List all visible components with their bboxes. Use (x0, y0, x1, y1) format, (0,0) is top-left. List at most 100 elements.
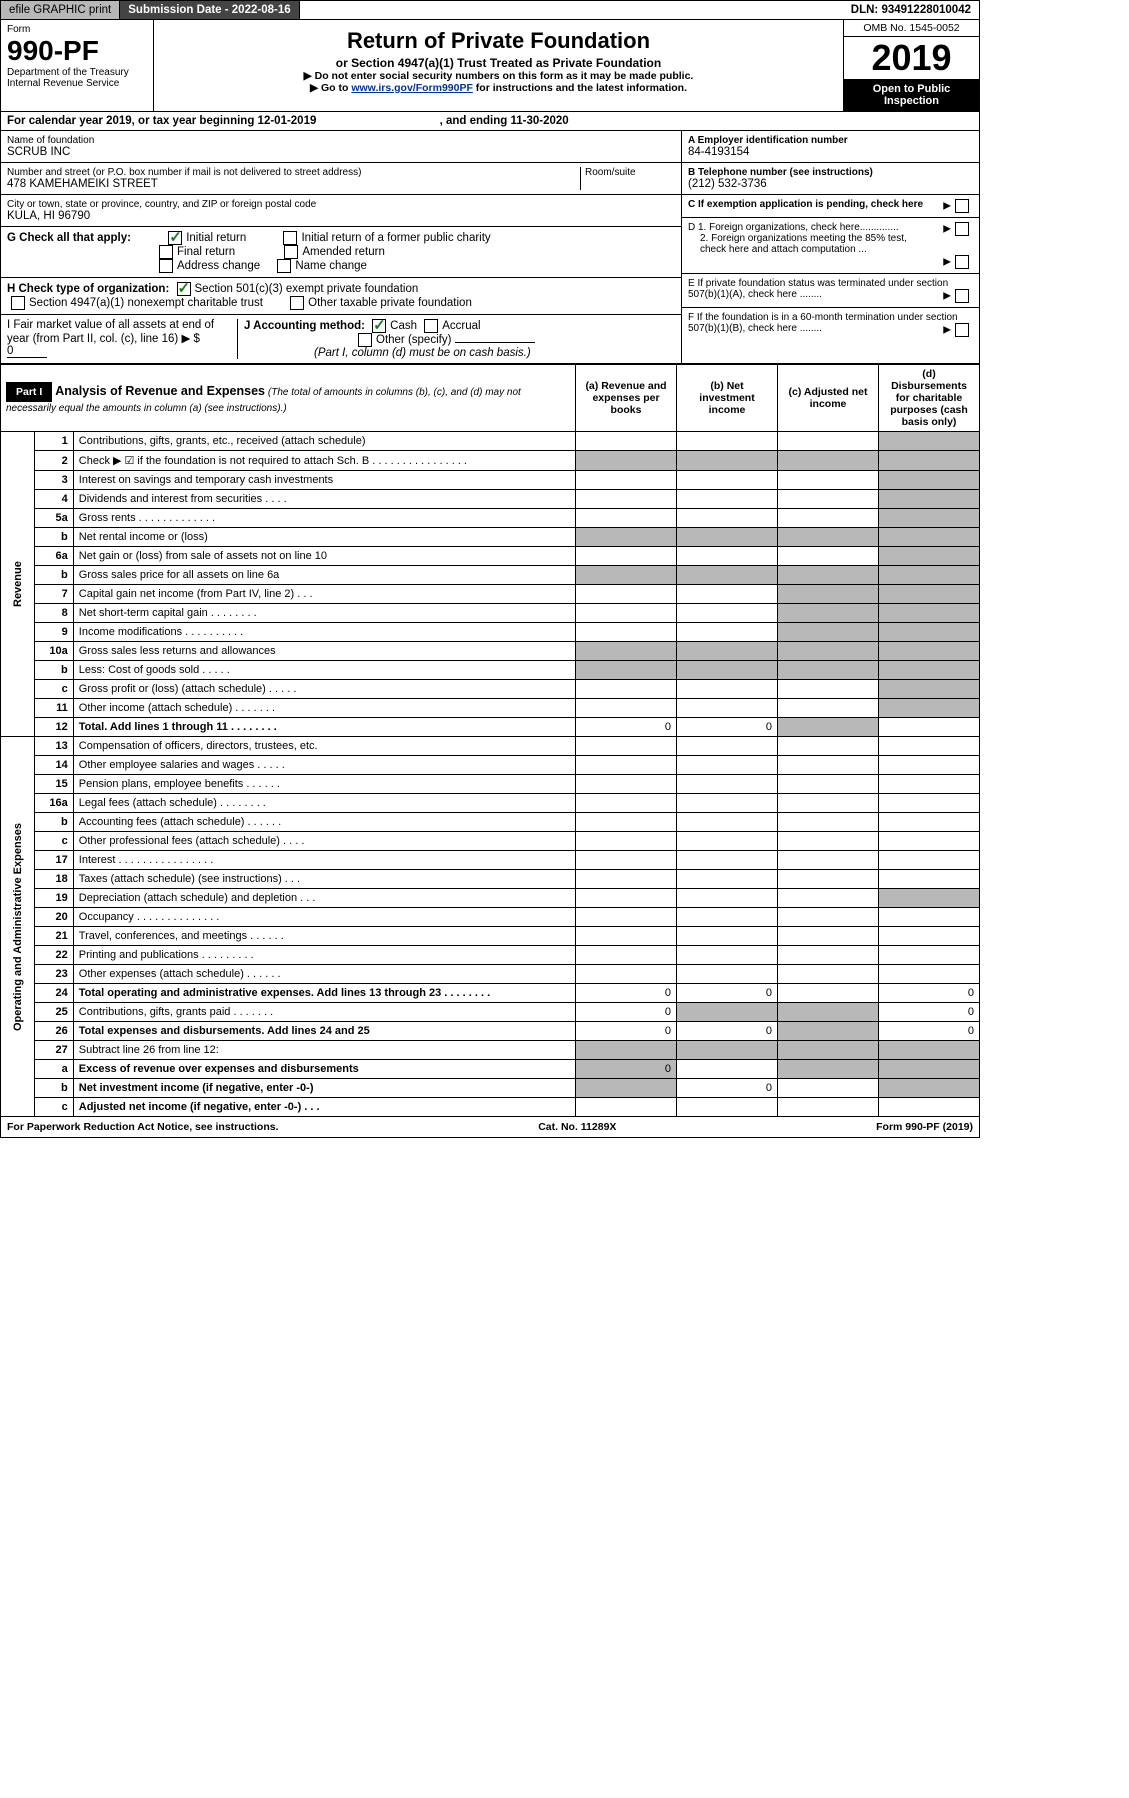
line-number: c (34, 1098, 73, 1117)
initial-former-checkbox[interactable] (283, 231, 297, 245)
cell-b (677, 1098, 778, 1117)
cell-c (778, 699, 879, 718)
line-number: c (34, 680, 73, 699)
amended-return-checkbox[interactable] (284, 245, 298, 259)
line-description: Occupancy . . . . . . . . . . . . . . (73, 908, 575, 927)
cell-c (778, 528, 879, 547)
accrual-checkbox[interactable] (424, 319, 438, 333)
cell-d (879, 509, 980, 528)
cash-checkbox[interactable] (372, 319, 386, 333)
cell-d (879, 718, 980, 737)
cell-b (677, 528, 778, 547)
line-number: b (34, 813, 73, 832)
cell-b (677, 832, 778, 851)
cell-c (778, 623, 879, 642)
cell-b (677, 870, 778, 889)
cell-c (778, 1022, 879, 1041)
i-label: I Fair market value of all assets at end… (7, 319, 214, 345)
form-subtitle: or Section 4947(a)(1) Trust Treated as P… (160, 56, 837, 70)
cell-a (576, 946, 677, 965)
cell-d (879, 566, 980, 585)
501c3-checkbox[interactable] (177, 282, 191, 296)
opt-former: Initial return of a former public charit… (301, 232, 490, 244)
j-cash: Cash (390, 320, 417, 332)
cell-d (879, 451, 980, 471)
form-title: Return of Private Foundation (160, 28, 837, 54)
cell-a (576, 965, 677, 984)
cell-c (778, 756, 879, 775)
c-label: C If exemption application is pending, c… (688, 199, 923, 210)
cell-d (879, 528, 980, 547)
cell-c (778, 946, 879, 965)
cell-d (879, 661, 980, 680)
address-change-checkbox[interactable] (159, 259, 173, 273)
cell-c (778, 432, 879, 451)
cell-c (778, 737, 879, 756)
city-state-zip: KULA, HI 96790 (7, 210, 675, 222)
cell-a (576, 756, 677, 775)
line-description: Travel, conferences, and meetings . . . … (73, 927, 575, 946)
line-description: Contributions, gifts, grants paid . . . … (73, 1003, 575, 1022)
cell-a (576, 623, 677, 642)
other-method-checkbox[interactable] (358, 333, 372, 347)
cell-a: 0 (576, 718, 677, 737)
line-description: Total. Add lines 1 through 11 . . . . . … (73, 718, 575, 737)
cell-b (677, 1041, 778, 1060)
tax-year: 2019 (844, 37, 979, 79)
h-opt2: Section 4947(a)(1) nonexempt charitable … (29, 297, 263, 309)
e-checkbox[interactable] (955, 289, 969, 303)
initial-return-checkbox[interactable] (168, 231, 182, 245)
line-number: 23 (34, 965, 73, 984)
dln: DLN: 93491228010042 (843, 1, 979, 19)
cell-a (576, 813, 677, 832)
name-change-checkbox[interactable] (277, 259, 291, 273)
cell-a (576, 1041, 677, 1060)
cell-b (677, 680, 778, 699)
cell-c (778, 1003, 879, 1022)
cell-d (879, 851, 980, 870)
cell-a: 0 (576, 1022, 677, 1041)
footer-right: Form 990-PF (2019) (876, 1121, 973, 1133)
4947-checkbox[interactable] (11, 296, 25, 310)
cell-b (677, 794, 778, 813)
final-return-checkbox[interactable] (159, 245, 173, 259)
d2-checkbox[interactable] (955, 255, 969, 269)
cell-d: 0 (879, 1003, 980, 1022)
line-description: Other income (attach schedule) . . . . .… (73, 699, 575, 718)
cell-c (778, 1079, 879, 1098)
dept-label: Department of the Treasury (7, 67, 147, 78)
c-checkbox[interactable] (955, 199, 969, 213)
line-description: Taxes (attach schedule) (see instruction… (73, 870, 575, 889)
line-number: 10a (34, 642, 73, 661)
cell-a (576, 547, 677, 566)
cell-b: 0 (677, 718, 778, 737)
other-taxable-checkbox[interactable] (290, 296, 304, 310)
cell-b (677, 642, 778, 661)
cell-b (677, 927, 778, 946)
open-inspection: Open to Public Inspection (844, 79, 979, 111)
line-description: Net short-term capital gain . . . . . . … (73, 604, 575, 623)
d1-checkbox[interactable] (955, 222, 969, 236)
cell-d (879, 699, 980, 718)
cell-b (677, 490, 778, 509)
f-checkbox[interactable] (955, 323, 969, 337)
cell-b (677, 813, 778, 832)
cell-c (778, 604, 879, 623)
line-number: 14 (34, 756, 73, 775)
cell-d (879, 775, 980, 794)
cell-d (879, 680, 980, 699)
cell-c (778, 927, 879, 946)
city-label: City or town, state or province, country… (7, 199, 675, 210)
cell-c (778, 794, 879, 813)
cell-d (879, 432, 980, 451)
j-note: (Part I, column (d) must be on cash basi… (314, 347, 531, 359)
period-label-a: For calendar year 2019, or tax year begi… (7, 115, 258, 127)
cell-c (778, 471, 879, 490)
cell-b (677, 908, 778, 927)
cell-c (778, 1041, 879, 1060)
line-description: Interest on savings and temporary cash i… (73, 471, 575, 490)
cell-b (677, 756, 778, 775)
cell-a (576, 566, 677, 585)
instructions-link[interactable]: www.irs.gov/Form990PF (351, 82, 473, 94)
cell-c (778, 775, 879, 794)
